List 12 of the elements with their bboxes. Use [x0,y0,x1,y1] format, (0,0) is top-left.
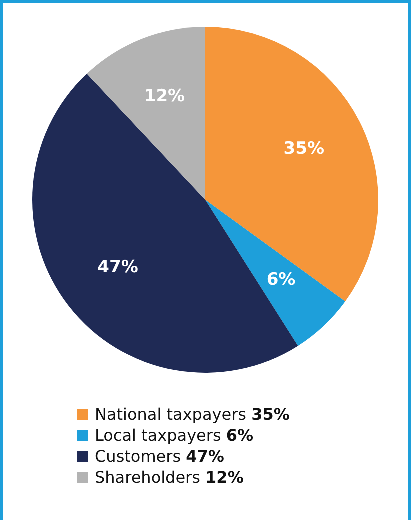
data-label: 47% [98,257,138,278]
text: 6% [226,426,254,445]
text: 35% [252,405,290,424]
data-label: 35% [284,139,325,160]
legend-label: Shareholders [95,468,200,487]
legend-label: Local taxpayers [95,426,222,445]
text: 47% [186,447,224,466]
legend-label: Customers [95,447,182,466]
data-label: 6% [266,270,296,290]
legend-label: National taxpayers [95,405,246,424]
data-label: 12% [144,86,186,106]
text: 12% [206,468,244,487]
